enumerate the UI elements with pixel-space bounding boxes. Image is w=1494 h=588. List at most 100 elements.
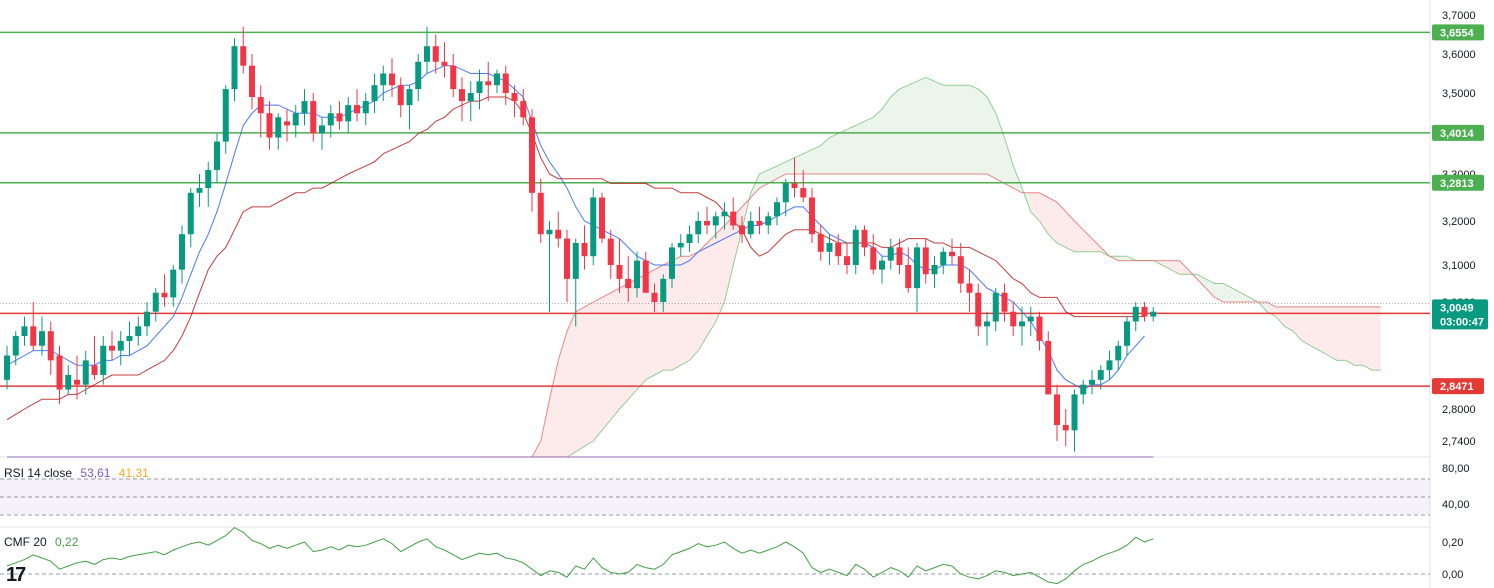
ichimoku-cloud-segment	[1372, 306, 1381, 371]
ichimoku-cloud-segment	[873, 109, 882, 174]
candle-body	[844, 256, 850, 265]
candle-body	[616, 265, 623, 279]
candle-body	[957, 256, 964, 284]
candle-body	[12, 336, 19, 356]
ichimoku-cloud-segment	[619, 283, 629, 409]
candle-body	[704, 221, 710, 226]
candle-body	[835, 243, 842, 257]
ichimoku-cloud-segment	[934, 81, 944, 174]
candle-body	[467, 93, 474, 102]
candle-body	[47, 331, 54, 361]
candle-body	[634, 260, 640, 289]
cmf-legend[interactable]: CMF 20 0,22	[4, 535, 83, 549]
ichimoku-cloud-segment	[1162, 260, 1171, 270]
candle-body	[450, 65, 457, 90]
candle-body	[564, 238, 570, 279]
candle-body	[826, 243, 833, 252]
ichimoku-cloud-segment	[584, 302, 594, 447]
rsi-legend[interactable]: RSI 14 close 53,61 41,31	[4, 466, 154, 480]
candle-body	[896, 247, 903, 265]
candle-body	[39, 331, 45, 346]
candle-body	[1019, 321, 1025, 327]
candle-body	[695, 221, 702, 235]
ichimoku-cloud-segment	[1170, 260, 1180, 275]
candle-body	[126, 336, 133, 341]
candle-body	[931, 265, 938, 275]
ichimoku-cloud-segment	[1074, 221, 1084, 252]
ichimoku-cloud-segment	[890, 89, 900, 174]
candle-body	[397, 85, 404, 106]
candle-body	[669, 247, 675, 279]
candle-body	[1115, 345, 1122, 361]
rsi-pane[interactable]	[0, 456, 1430, 516]
candle-body	[747, 221, 754, 235]
cmf-axis-tick-label: 0,00	[1442, 569, 1463, 581]
candle-body	[651, 292, 658, 302]
cmf-pane[interactable]	[0, 526, 1430, 585]
ichimoku-cloud-segment	[1328, 306, 1337, 361]
ichimoku-cloud-segment	[558, 331, 567, 457]
candle-body	[809, 197, 815, 235]
candle-body	[677, 243, 684, 248]
candle-body	[415, 61, 422, 90]
ichimoku-cloud-segment	[1048, 197, 1057, 243]
ichimoku-cloud-segment	[567, 311, 576, 457]
candle-body	[520, 101, 527, 118]
cmf-line	[6, 526, 1154, 585]
countdown-label: 03:00:47	[1440, 316, 1484, 328]
senkou-span-a-line	[479, 76, 1381, 458]
candle-body	[765, 216, 772, 226]
price-pane[interactable]	[0, 0, 1431, 588]
ichimoku-cloud-segment	[882, 97, 891, 174]
price-axis-tick-label: 2,7400	[1442, 436, 1476, 448]
candle-body	[686, 234, 693, 243]
candle-body	[205, 169, 212, 189]
ichimoku-cloud-segment	[943, 85, 952, 174]
price-axis-tick-label: 3,2000	[1442, 216, 1476, 228]
candle-body	[371, 85, 378, 102]
ichimoku-cloud-segment	[1057, 202, 1066, 248]
candle-body	[301, 101, 308, 114]
candle-body	[21, 326, 28, 337]
candle-body	[511, 93, 518, 102]
candle-body	[1036, 316, 1043, 341]
candle-body	[590, 197, 597, 257]
kijun-sen-line	[6, 96, 1145, 421]
candle-body	[537, 192, 544, 235]
price-axis[interactable]: 3,70003,60003,50003,30003,20003,10003,02…	[1432, 10, 1488, 581]
candle-body	[117, 340, 124, 351]
candle-body	[257, 97, 264, 114]
candle-body	[336, 113, 343, 122]
ichimoku-cloud-segment	[777, 161, 786, 179]
resistance-level-tag	[1432, 124, 1484, 141]
ichimoku-cloud-segment	[899, 85, 909, 174]
ichimoku-cloud-segment	[1293, 306, 1302, 341]
candle-body	[354, 105, 360, 114]
rsi-legend-name: RSI 14 close	[4, 466, 73, 480]
candle-body	[852, 229, 859, 265]
candle-body	[292, 113, 299, 126]
candle-body	[362, 101, 369, 114]
candle-body	[922, 247, 929, 275]
ichimoku-cloud-segment	[855, 121, 865, 174]
candle-body	[187, 192, 194, 235]
candle-body	[327, 113, 334, 126]
ichimoku-cloud-segment	[960, 85, 970, 174]
candle-body	[1106, 360, 1113, 371]
candle-body	[91, 365, 98, 375]
ichimoku-cloud-segment	[1363, 306, 1372, 371]
candle-body	[800, 188, 807, 198]
candle-body	[625, 278, 632, 289]
ichimoku-cloud-segment	[925, 77, 935, 174]
rsi-legend-value: 53,61	[80, 466, 111, 480]
cmf-legend-name: CMF 20	[4, 535, 47, 549]
candle-body	[966, 283, 973, 293]
tradingview-logo[interactable]: 17	[6, 564, 26, 587]
candle-body	[1001, 292, 1008, 312]
candle-body	[345, 105, 352, 122]
current-price-tag	[1432, 299, 1488, 330]
rsi-legend-ma-value: 41,31	[118, 466, 149, 480]
candle-body	[782, 183, 789, 203]
candle-body	[389, 73, 395, 86]
